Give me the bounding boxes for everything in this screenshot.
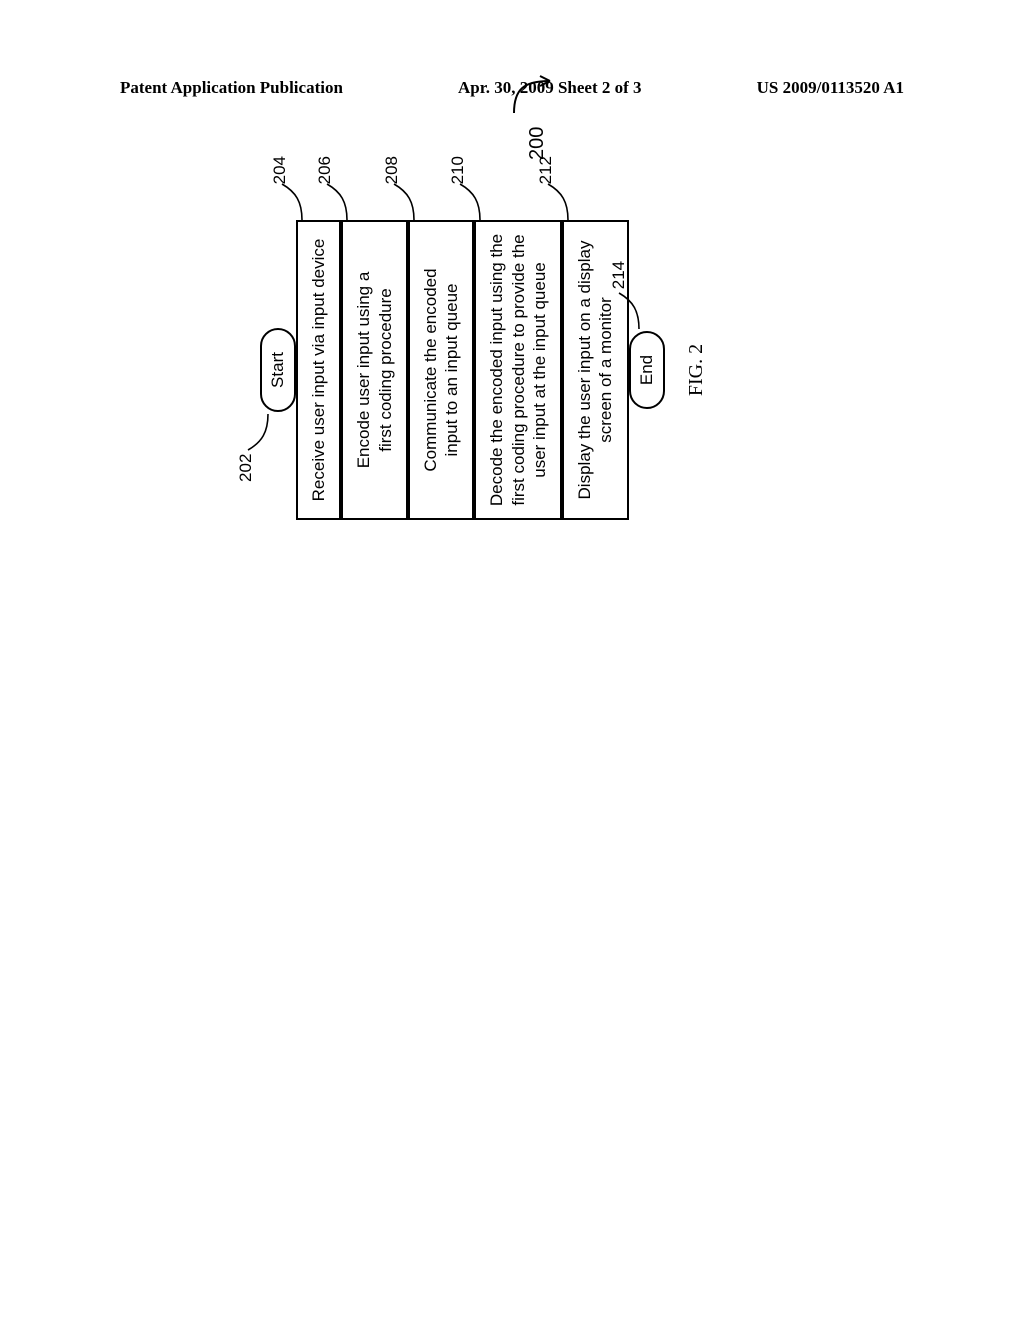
header-left: Patent Application Publication (120, 78, 343, 98)
terminator-214: End (629, 331, 665, 409)
figure-label: FIG. 2 (685, 220, 708, 520)
ref-label-212: 212 (536, 156, 556, 184)
flowchart: Start 202 Receive user input via input d… (260, 220, 708, 520)
process-208: Communicate the encoded input to an inpu… (408, 220, 475, 520)
flow-step-206: Encode user input using a first coding p… (341, 220, 408, 520)
header-right: US 2009/0113520 A1 (757, 78, 904, 98)
hook-arrow-icon (510, 73, 564, 119)
ref-label-210: 210 (448, 156, 468, 184)
ref-label-208: 208 (382, 156, 402, 184)
flow-step-210: Decode the encoded input using the first… (474, 220, 562, 520)
diagram-overall-ref: 200 (510, 73, 564, 160)
process-204: Receive user input via input device (296, 220, 341, 520)
ref-label-202: 202 (236, 454, 256, 482)
leader-214 (615, 283, 641, 329)
diagram-overall-ref-text: 200 (526, 127, 549, 160)
process-206: Encode user input using a first coding p… (341, 220, 408, 520)
terminator-202: Start (260, 328, 296, 412)
ref-label-206: 206 (315, 156, 335, 184)
ref-label-214: 214 (609, 261, 629, 289)
ref-label-204: 204 (270, 156, 290, 184)
flow-step-204: Receive user input via input device 204 (296, 220, 341, 520)
flow-step-208: Communicate the encoded input to an inpu… (408, 220, 475, 520)
flow-step-202: Start 202 (260, 328, 296, 412)
flow-step-214: End 214 (629, 331, 665, 409)
process-210: Decode the encoded input using the first… (474, 220, 562, 520)
